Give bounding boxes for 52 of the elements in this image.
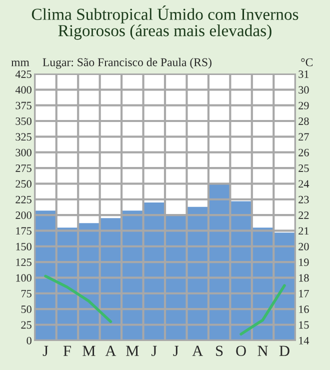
y2-tick-label: 30 <box>298 86 309 94</box>
y-tick-label: 425 <box>15 70 32 78</box>
y-tick-label: 50 <box>21 306 32 314</box>
x-tick-label: M <box>126 346 139 356</box>
x-tick-label: N <box>258 346 268 356</box>
y2-tick-label: 22 <box>298 212 309 219</box>
y2-tick-label: 14 <box>299 336 310 344</box>
y-tick-label: 300 <box>16 148 32 156</box>
y-tick-label: 275 <box>16 164 32 172</box>
y-tick-label: 250 <box>16 180 32 188</box>
y2-tick-label: 25 <box>298 164 309 172</box>
y-tick-label: 150 <box>16 242 32 250</box>
y2-tick-label: 17 <box>299 290 309 298</box>
y2-axis-title: °C <box>301 58 313 66</box>
y-tick-label: 0 <box>26 336 32 344</box>
y-tick-label: 200 <box>16 212 32 219</box>
y-tick-label: 350 <box>16 117 32 125</box>
y2-tick-label: 28 <box>298 117 309 125</box>
x-tick-label: A <box>192 346 203 356</box>
y-tick-label: 75 <box>21 290 32 298</box>
x-tick-label: S <box>216 346 223 356</box>
x-tick-label: J <box>173 346 179 356</box>
y2-tick-label: 21 <box>298 227 309 235</box>
y-tick-label: 325 <box>16 133 32 141</box>
y2-tick-label: 26 <box>298 148 309 156</box>
x-tick-label: M <box>82 346 96 356</box>
x-tick-label: O <box>236 346 246 356</box>
y-tick-label: 225 <box>16 196 32 204</box>
y2-tick-label: 24 <box>298 180 310 188</box>
chart-title: Clima Subtropical Úmido com Invernos Rigorosos (áreas mais elevadas) <box>32 6 298 40</box>
x-tick-label: D <box>279 346 290 356</box>
y2-tick-label: 27 <box>298 133 309 141</box>
y2-tick-label: 29 <box>298 102 309 110</box>
x-tick-label: J <box>42 346 48 356</box>
y-tick-label: 400 <box>15 86 32 94</box>
y2-tick-label: 23 <box>298 196 309 204</box>
x-tick-label: F <box>63 346 71 356</box>
x-tick-label: A <box>105 346 116 356</box>
y-tick-label: 25 <box>21 321 32 329</box>
y2-tick-label: 15 <box>299 321 309 329</box>
chart-subtitle: Lugar: São Francisco de Paula (RS) <box>42 58 212 69</box>
x-tick-label: J <box>151 346 157 356</box>
y2-tick-label: 16 <box>299 306 309 314</box>
y2-tick-label: 18 <box>299 274 309 282</box>
y2-tick-label: 19 <box>299 258 309 266</box>
y-tick-label: 175 <box>16 227 32 235</box>
y-tick-label: 375 <box>16 102 32 110</box>
y-tick-label: 125 <box>16 258 32 266</box>
y-axis-title: mm <box>11 60 30 66</box>
y-tick-label: 100 <box>16 274 32 282</box>
y2-tick-label: 20 <box>298 242 309 250</box>
y2-tick-label: 31 <box>298 70 309 78</box>
